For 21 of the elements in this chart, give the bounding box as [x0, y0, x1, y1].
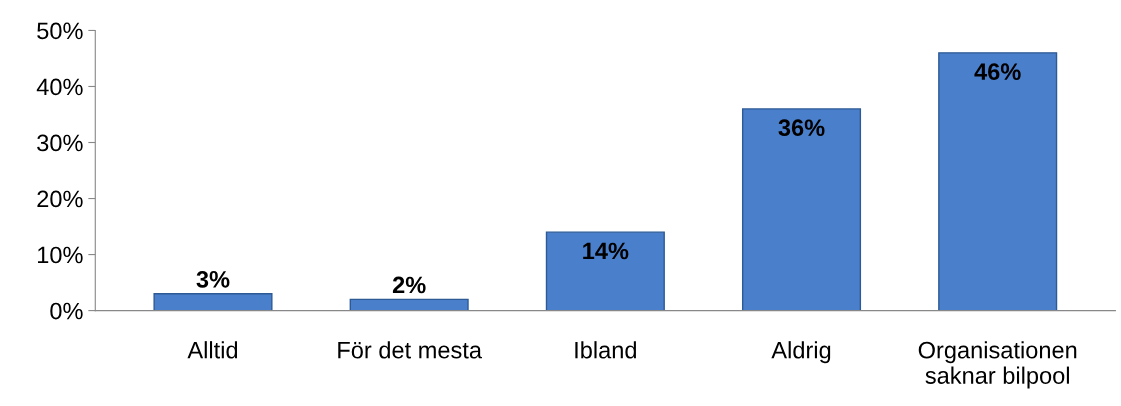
x-tick-label: Organisationen saknar bilpool — [918, 341, 1077, 389]
bar — [545, 231, 665, 311]
x-tick-label: Aldrig — [771, 341, 831, 364]
bar — [153, 293, 273, 311]
data-label: 14% — [583, 242, 629, 260]
y-tick-label: 30% — [37, 134, 83, 152]
y-tick-label: 40% — [36, 78, 83, 96]
data-label: 2% — [392, 276, 426, 294]
data-label: 36% — [778, 119, 825, 137]
bar — [349, 298, 469, 311]
y-tick-label: 0% — [50, 302, 83, 320]
y-tick-label: 50% — [37, 22, 83, 40]
x-tick-label: För det mesta — [338, 341, 482, 359]
x-tick-label: Ibland — [575, 341, 636, 359]
y-tick-label: 20% — [37, 190, 83, 208]
data-label: 3% — [196, 270, 230, 288]
y-tick-label: 10% — [38, 246, 83, 264]
bar — [938, 52, 1058, 311]
data-label: 46% — [974, 63, 1021, 81]
bar — [741, 108, 862, 311]
x-tick-label: Alltid — [187, 341, 238, 359]
